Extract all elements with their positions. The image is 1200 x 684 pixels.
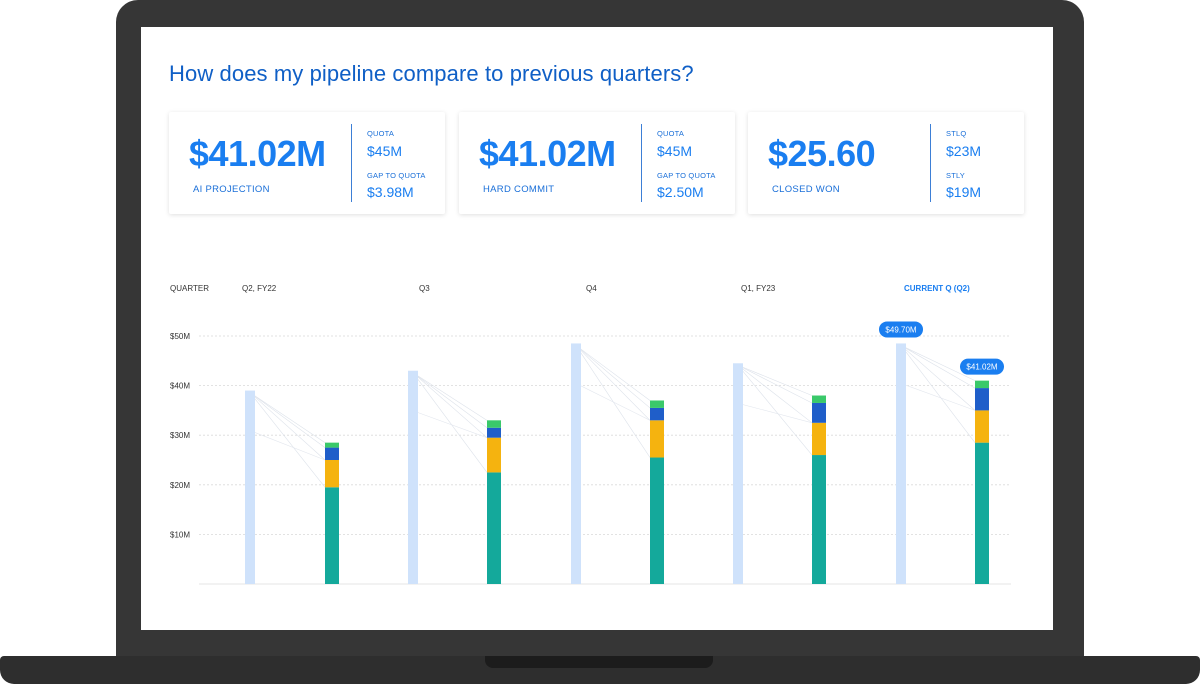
connector-line bbox=[575, 345, 651, 458]
y-tick-label: $40M bbox=[170, 382, 190, 391]
category-label[interactable]: Q1, FY23 bbox=[741, 284, 776, 293]
connector-line bbox=[575, 345, 651, 409]
card-side-value: $19M bbox=[946, 184, 982, 200]
chart-header-label: QUARTER bbox=[170, 284, 209, 293]
stacked-bar-segment[interactable] bbox=[812, 395, 826, 403]
connector-line bbox=[900, 345, 976, 411]
connector-line bbox=[412, 372, 488, 421]
category-label[interactable]: CURRENT Q (Q2) bbox=[904, 284, 970, 293]
stacked-bar-segment[interactable] bbox=[325, 447, 339, 460]
connector-line bbox=[737, 365, 813, 396]
card-side-value: $2.50M bbox=[657, 184, 704, 200]
value-callout-pill bbox=[879, 321, 923, 338]
stacked-bar-segment[interactable] bbox=[487, 437, 501, 473]
connector-line bbox=[249, 392, 326, 488]
y-tick-label: $30M bbox=[170, 431, 190, 440]
value-callout-text: $49.70M bbox=[885, 325, 916, 334]
connector-line bbox=[412, 372, 488, 429]
connector-line bbox=[900, 383, 976, 411]
stacked-bar-segment[interactable] bbox=[975, 380, 989, 389]
laptop-base-notch bbox=[485, 656, 713, 668]
projection-bar[interactable] bbox=[245, 390, 255, 584]
card-side-value: $45M bbox=[657, 143, 693, 159]
stacked-bar-segment[interactable] bbox=[325, 487, 339, 584]
stacked-bar-segment[interactable] bbox=[650, 407, 664, 421]
card-divider bbox=[351, 124, 352, 202]
category-label[interactable]: Q4 bbox=[586, 284, 597, 293]
connector-line bbox=[737, 365, 813, 424]
stacked-bar-segment[interactable] bbox=[650, 420, 664, 458]
card-side-value: $23M bbox=[946, 143, 982, 159]
projection-bar[interactable] bbox=[733, 363, 743, 584]
card-side-label: GAP TO QUOTA bbox=[367, 171, 426, 180]
stacked-bar-segment[interactable] bbox=[975, 388, 989, 411]
projection-bar[interactable] bbox=[408, 370, 418, 584]
card-side-value: $45M bbox=[367, 143, 403, 159]
card-side-label: STLY bbox=[946, 171, 966, 180]
pipeline-comparison-chart: QUARTER Q2, FY22 Q3 Q4 Q1, FY23 CURRENT Q (Q2… bbox=[170, 284, 1011, 585]
value-callout-text: $41.02M bbox=[966, 363, 997, 372]
projection-bar[interactable] bbox=[896, 343, 906, 584]
card-side-label: GAP TO QUOTA bbox=[657, 171, 716, 180]
card-main-value: $41.02M bbox=[189, 133, 326, 174]
card-main-label: HARD COMMIT bbox=[483, 184, 555, 195]
card-side-label: STLQ bbox=[946, 129, 967, 138]
connector-line bbox=[249, 392, 326, 461]
connector-line bbox=[900, 345, 976, 389]
stacked-bar-segment[interactable] bbox=[487, 472, 501, 584]
y-tick-label: $10M bbox=[170, 530, 190, 539]
connector-line bbox=[249, 392, 326, 443]
stacked-bar-segment[interactable] bbox=[975, 410, 989, 443]
card-divider bbox=[641, 124, 642, 202]
card-main-value: $25.60 bbox=[768, 133, 876, 174]
card-divider bbox=[930, 124, 931, 202]
connector-line bbox=[575, 345, 651, 421]
dashboard-screen: How does my pipeline compare to previous… bbox=[141, 27, 1053, 630]
stacked-bar-segment[interactable] bbox=[325, 460, 339, 488]
stacked-bar-segment[interactable] bbox=[325, 442, 339, 448]
connector-line bbox=[737, 365, 813, 404]
card-side-value: $3.98M bbox=[367, 184, 414, 200]
page-title: How does my pipeline compare to previous… bbox=[169, 61, 694, 86]
stacked-bar-segment[interactable] bbox=[812, 422, 826, 456]
connector-line bbox=[575, 345, 651, 401]
y-tick-label: $20M bbox=[170, 481, 190, 490]
connector-line bbox=[412, 372, 488, 438]
card-side-label: QUOTA bbox=[657, 129, 685, 138]
card-side-label: QUOTA bbox=[367, 129, 395, 138]
value-callout-pill bbox=[960, 358, 1004, 375]
card-main-value: $41.02M bbox=[479, 133, 616, 174]
stacked-bar-segment[interactable] bbox=[487, 427, 501, 438]
stacked-bar-segment[interactable] bbox=[650, 457, 664, 584]
hard-commit-card[interactable]: $41.02M HARD COMMIT QUOTA $45M GAP TO QU… bbox=[459, 112, 735, 214]
y-tick-label: $50M bbox=[170, 332, 190, 341]
closed-won-card[interactable]: $25.60 CLOSED WON STLQ $23M STLY $19M bbox=[748, 112, 1024, 214]
stacked-bar-segment[interactable] bbox=[975, 442, 989, 584]
connector-line bbox=[249, 430, 326, 461]
connector-line bbox=[412, 372, 488, 473]
card-main-label: CLOSED WON bbox=[772, 184, 840, 195]
stacked-bar-segment[interactable] bbox=[650, 400, 664, 408]
connector-line bbox=[737, 402, 813, 424]
ai-projection-card[interactable]: $41.02M AI PROJECTION QUOTA $45M GAP TO … bbox=[169, 112, 445, 214]
connector-line bbox=[412, 410, 488, 438]
stacked-bar-segment[interactable] bbox=[812, 455, 826, 584]
connector-line bbox=[737, 365, 813, 456]
card-main-label: AI PROJECTION bbox=[193, 184, 270, 195]
category-label[interactable]: Q2, FY22 bbox=[242, 284, 277, 293]
connector-line bbox=[249, 392, 326, 448]
projection-bar[interactable] bbox=[571, 343, 581, 584]
stacked-bar-segment[interactable] bbox=[487, 420, 501, 428]
stacked-bar-segment[interactable] bbox=[812, 402, 826, 423]
connector-line bbox=[575, 383, 651, 421]
category-label[interactable]: Q3 bbox=[419, 284, 430, 293]
connector-line bbox=[900, 345, 976, 381]
connector-line bbox=[900, 345, 976, 443]
